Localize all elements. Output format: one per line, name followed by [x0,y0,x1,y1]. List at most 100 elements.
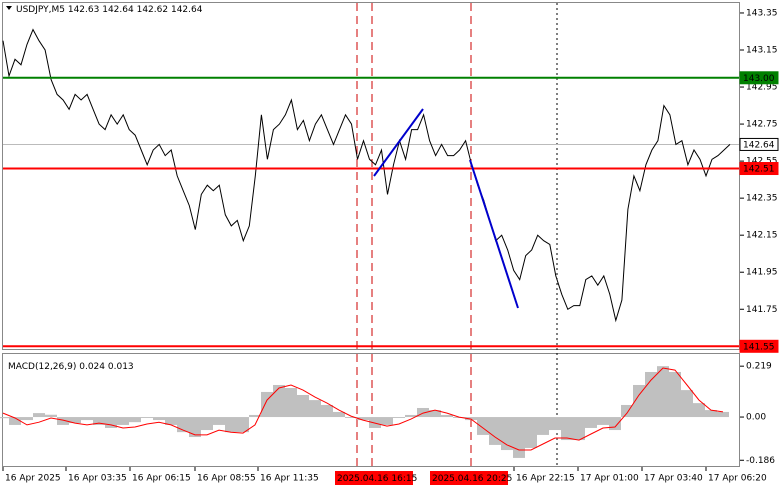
histogram-bar [405,414,417,418]
histogram-bar [201,417,213,431]
histogram-bar [105,417,117,428]
macd-title: MACD(12,26,9) [8,362,76,372]
histogram-bar [441,414,453,418]
trend-line [373,108,424,177]
histogram-bar [561,417,573,441]
histogram-bar [33,413,45,418]
macd-header: MACD(12,26,9) 0.024 0.013 [8,362,134,372]
histogram-bar [417,407,429,418]
histogram-bar [705,410,717,418]
histogram-bar [393,417,405,418]
histogram-bar [189,417,201,438]
histogram-bar [645,371,657,418]
histogram-bar [717,411,729,418]
y-tick-label: 143.15 [746,46,778,56]
histogram-bar [633,384,645,418]
price-tag-label: 142.51 [743,165,775,175]
high: 142.64 [102,5,134,15]
x-tick-label: 17 Apr 03:40 [644,474,703,484]
price-tag [739,339,779,353]
y-tick-label: 141.95 [746,268,778,278]
histogram-bar [333,411,345,418]
price-tag-label: 143.00 [743,74,775,84]
histogram-bar [525,417,537,448]
price-tag-label: 141.55 [743,342,775,352]
histogram-bar [237,417,249,433]
histogram-bar [357,417,369,421]
histogram-bar [129,417,141,423]
histogram-bar [669,371,681,418]
histogram-bar [285,388,297,418]
x-tick-label: 16 Apr 03:35 [68,474,127,484]
histogram-bar [225,417,237,433]
histogram-bar [501,417,513,451]
histogram-bar [513,417,525,458]
x-tick-label: 16 Apr 06:15 [132,474,191,484]
histogram-bar [537,417,549,435]
y-tick-label: 141.75 [746,305,778,315]
histogram-bar [249,414,261,418]
y-tick-label: 142.55 [746,157,778,167]
histogram-bar [153,417,165,421]
menu-icon[interactable] [6,6,12,10]
histogram-bar [0,417,9,419]
signal-value: 0.013 [108,362,134,372]
histogram-bar [549,417,561,431]
histogram-bar [213,417,225,425]
price-tag [739,162,779,176]
histogram-bar [45,414,57,418]
macd-value: 0.024 [79,362,105,372]
histogram-bar [57,417,69,425]
low: 142.62 [137,5,169,15]
y-tick-label: 142.95 [746,83,778,93]
histogram-bar [81,417,93,421]
histogram-bar [69,417,81,424]
histogram-bar [297,394,309,418]
price-tag-label: 142.64 [743,140,775,150]
histogram-bar [477,417,489,435]
histogram-bar [93,417,105,425]
x-tick-label: 16 Apr 08:55 [197,474,256,484]
y-tick-label: 143.35 [746,8,778,18]
highlighted-label: 2025.04.16 20:25 [432,474,512,484]
x-tick-label: 16 Apr 22:15 [516,474,575,484]
histogram-bar [261,391,273,418]
histogram-bar [273,384,285,418]
open: 142.63 [68,5,100,15]
y-tick-label: 0.219 [746,362,772,372]
histogram-bar [381,417,393,425]
histogram-bar [489,417,501,445]
plot: 143.35 143.15 142.95 142.75 142.55 142.35 142.… [0,8,779,485]
histogram-bar [657,366,669,418]
y-tick-label: 142.75 [746,120,778,130]
price-line [2,28,731,323]
close: 142.64 [171,5,203,15]
symbol: USDJPY,M5 [16,5,65,15]
histogram-bar [597,417,609,425]
price-header: USDJPY,M5 142.63 142.64 142.62 142.64 [16,5,203,15]
price-tag [739,137,779,151]
y-tick-label: -0.186 [746,456,775,466]
x-tick-label: 16 Apr 11:35 [260,474,319,484]
histogram-bar [609,417,621,431]
y-tick-label: 142.15 [746,231,778,241]
histogram-bar [321,404,333,418]
histogram-bar [309,400,321,418]
y-tick-label: 0.00 [746,413,766,423]
signal-line [2,367,724,451]
histogram-bar [165,417,177,425]
price-panel [2,2,740,350]
histogram-bar [429,410,441,418]
trend-line [469,159,519,309]
x-tick-label: 17 Apr 01:00 [580,474,639,484]
histogram-bar [369,417,381,428]
histogram-bar [465,417,477,421]
macd-panel [2,353,740,467]
price-tag [739,71,779,85]
x-tick-label: 16 Apr 2025 [5,474,61,484]
histogram-bar [9,417,21,425]
histogram-bar [141,417,153,418]
histogram-bar [573,417,585,441]
x-tick-label: 17 Apr 06:20 [708,474,767,484]
